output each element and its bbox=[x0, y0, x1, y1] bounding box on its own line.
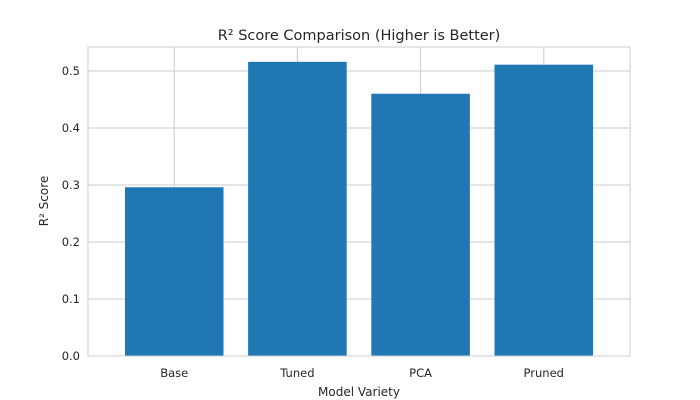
y-tick-label: 0.0 bbox=[62, 349, 80, 363]
x-tick-labels: Base Tuned PCA Pruned bbox=[160, 366, 564, 380]
y-tick-label: 0.1 bbox=[62, 292, 80, 306]
plot-frame bbox=[87, 46, 631, 357]
y-tick-labels: 0.0 0.1 0.2 0.3 0.4 0.5 bbox=[62, 64, 80, 363]
chart-title: R² Score Comparison (Higher is Better) bbox=[218, 28, 501, 44]
y-tick-label: 0.2 bbox=[62, 235, 80, 249]
bar-base bbox=[124, 187, 224, 356]
x-tick-label: Base bbox=[160, 366, 188, 380]
x-axis-label: Model Variety bbox=[318, 385, 400, 399]
x-tick-label: PCA bbox=[409, 366, 432, 380]
x-tick-label: Tuned bbox=[279, 366, 314, 380]
y-tick-label: 0.4 bbox=[62, 121, 80, 135]
bar-pruned bbox=[494, 64, 594, 356]
y-axis-label: R² Score bbox=[37, 176, 51, 227]
bars bbox=[124, 61, 594, 357]
bar-tuned bbox=[248, 61, 347, 357]
y-tick-label: 0.3 bbox=[62, 178, 80, 192]
y-tick-label: 0.5 bbox=[62, 64, 80, 78]
x-tick-label: Pruned bbox=[524, 366, 564, 380]
bar-pca bbox=[371, 93, 470, 356]
